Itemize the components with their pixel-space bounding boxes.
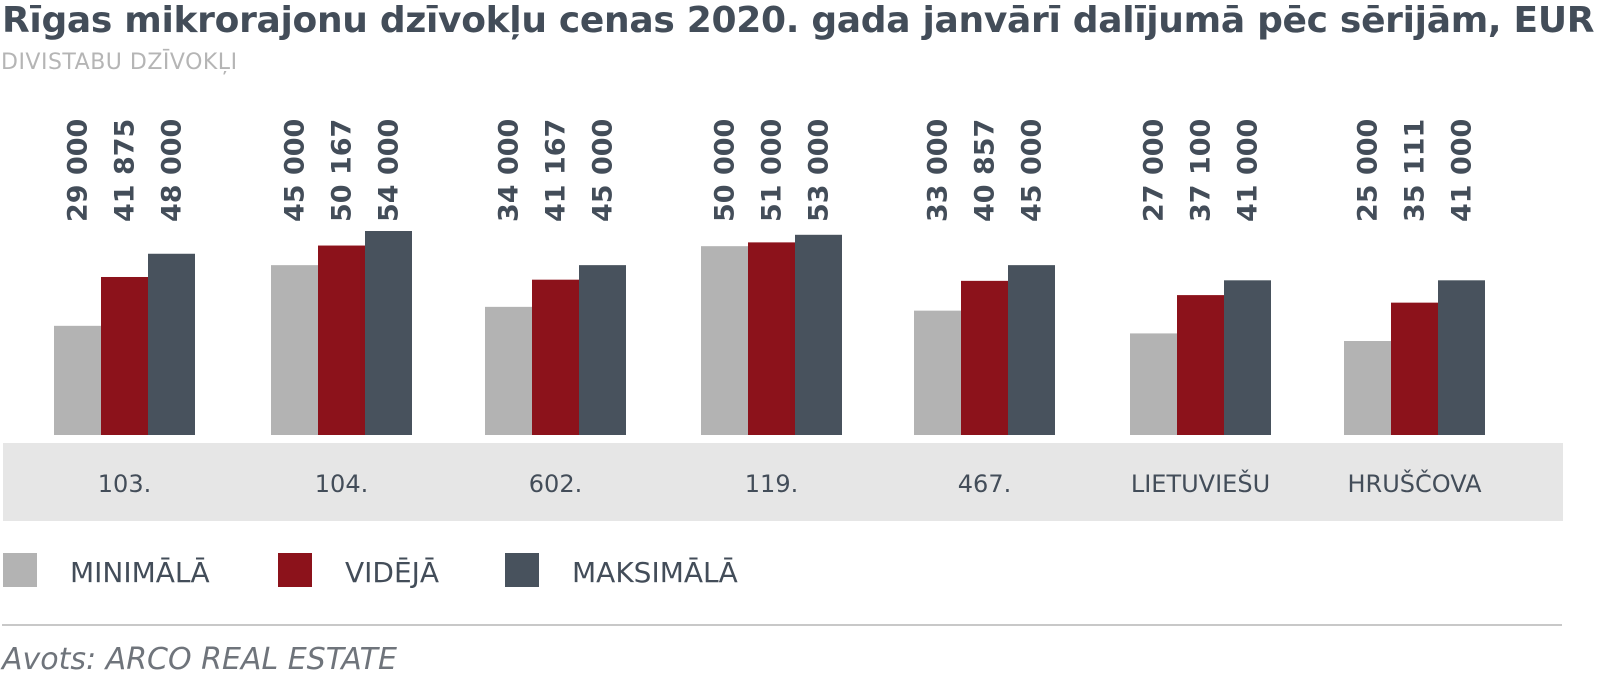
value-label-1-2: 54 000 (374, 119, 405, 222)
category-label-2: 602. (529, 470, 582, 498)
bar-minimālā-6 (1344, 341, 1391, 435)
value-label-3-2: 53 000 (804, 119, 835, 222)
value-label-5-0: 27 000 (1139, 119, 1170, 222)
bar-chart: 29 000 41 875 48 000 103. 45 000 50 167 54 000… (3, 119, 1563, 589)
value-label-6-0: 25 000 (1353, 119, 1384, 222)
category-label-band (3, 443, 1563, 521)
bar-vidējā-5 (1177, 295, 1224, 435)
bar-maksimālā-4 (1008, 265, 1055, 435)
bar-maksimālā-6 (1438, 280, 1485, 435)
category-label-6: HRUŠČOVA (1347, 468, 1482, 498)
bar-vidējā-1 (318, 245, 365, 435)
category-label-3: 119. (745, 470, 798, 498)
bar-minimālā-1 (271, 265, 318, 435)
bar-minimālā-5 (1130, 333, 1177, 435)
legend-label-vidējā: VIDĒJĀ (345, 556, 439, 589)
category-label-4: 467. (958, 470, 1011, 498)
bar-maksimālā-5 (1224, 280, 1271, 435)
value-label-4-1: 40 857 (970, 119, 1001, 222)
value-label-5-2: 41 000 (1233, 119, 1264, 222)
footer-divider (2, 624, 1562, 626)
value-label-1-0: 45 000 (280, 119, 311, 222)
bar-minimālā-0 (54, 325, 101, 435)
source-note: Avots: ARCO REAL ESTATE (2, 642, 397, 677)
legend-swatch-maksimālā (505, 553, 539, 587)
bar-vidējā-3 (748, 242, 795, 435)
bar-minimālā-2 (485, 306, 532, 435)
bar-maksimālā-3 (795, 234, 842, 435)
value-label-4-0: 33 000 (923, 119, 954, 222)
category-label-1: 104. (315, 470, 368, 498)
bar-maksimālā-2 (579, 265, 626, 435)
value-label-3-1: 51 000 (757, 119, 788, 222)
bar-vidējā-6 (1391, 302, 1438, 435)
legend-label-minimālā: MINIMĀLĀ (70, 556, 210, 589)
value-label-2-1: 41 167 (541, 119, 572, 222)
value-label-0-1: 41 875 (110, 119, 141, 222)
value-label-3-0: 50 000 (710, 119, 741, 222)
chart-title: Rīgas mikrorajonu dzīvokļu cenas 2020. g… (2, 0, 1595, 41)
value-label-0-0: 29 000 (63, 119, 94, 222)
legend-swatch-vidējā (278, 553, 312, 587)
value-label-0-2: 48 000 (157, 119, 188, 222)
bar-maksimālā-0 (148, 253, 195, 435)
bar-minimālā-4 (914, 310, 961, 435)
value-label-2-0: 34 000 (494, 119, 525, 222)
bar-minimālā-3 (701, 246, 748, 435)
value-label-2-2: 45 000 (588, 119, 619, 222)
category-label-0: 103. (98, 470, 151, 498)
value-label-6-1: 35 111 (1400, 119, 1431, 222)
category-label-5: LIETUVIEŠU (1131, 468, 1270, 498)
legend-swatch-minimālā (3, 553, 37, 587)
value-label-4-2: 45 000 (1017, 119, 1048, 222)
bar-vidējā-2 (532, 279, 579, 435)
value-label-6-2: 41 000 (1447, 119, 1478, 222)
value-label-5-1: 37 100 (1186, 119, 1217, 222)
chart-subtitle: DIVISTABU DZĪVOKĻI (1, 50, 238, 75)
legend-label-maksimālā: MAKSIMĀLĀ (572, 556, 738, 589)
value-label-1-1: 50 167 (327, 119, 358, 222)
bar-vidējā-0 (101, 276, 148, 435)
bar-maksimālā-1 (365, 231, 412, 435)
bar-vidējā-4 (961, 280, 1008, 435)
